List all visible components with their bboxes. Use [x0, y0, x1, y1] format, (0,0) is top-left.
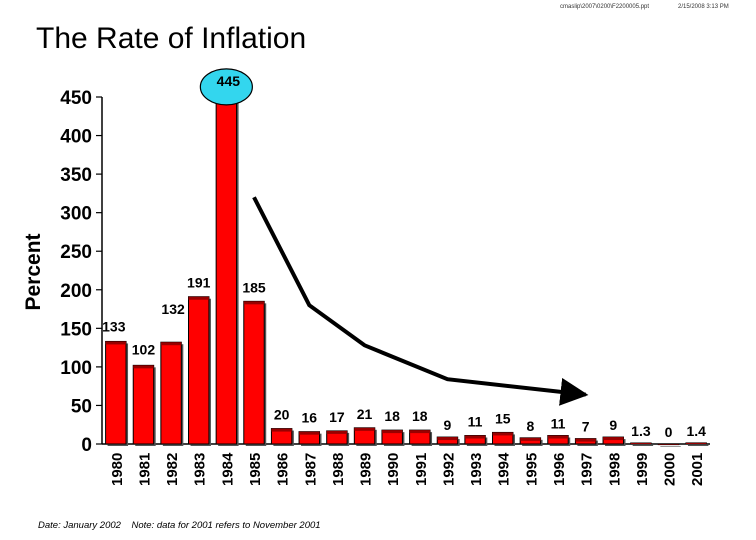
bar-top-edge: [685, 442, 707, 444]
bar-top-edge: [299, 431, 320, 435]
x-tick-label: 1988: [330, 453, 347, 486]
y-tick-label: 250: [60, 242, 92, 263]
footnote-note: Note: data for 2001 refers to November 2…: [131, 520, 321, 531]
bar-top-edge: [575, 438, 596, 442]
data-label: 9: [609, 417, 617, 433]
data-label: 15: [495, 410, 511, 426]
data-label: 21: [357, 406, 373, 422]
y-tick-label: 300: [60, 204, 92, 225]
x-tick-label: 2001: [689, 453, 706, 486]
data-label: 8: [526, 418, 534, 434]
data-label: 11: [551, 416, 566, 432]
y-tick-label: 400: [60, 127, 92, 148]
bar-top-edge: [188, 296, 209, 300]
trend-arrow: [252, 196, 589, 406]
bar-1980: [105, 340, 127, 445]
data-label: 17: [329, 409, 345, 425]
bar-top-edge: [354, 427, 375, 431]
data-label: 18: [384, 408, 400, 424]
x-tick-label: 1980: [109, 453, 126, 486]
data-label: 11: [468, 414, 483, 430]
data-label: 102: [132, 341, 156, 357]
data-label: 7: [582, 419, 590, 435]
x-tick-label: 1983: [192, 453, 209, 486]
bar-top-edge: [381, 430, 403, 434]
bar-top-edge: [243, 301, 265, 305]
bar-1981: [132, 364, 155, 445]
bar-top-edge: [630, 442, 652, 444]
highlight-ellipse: [199, 68, 253, 106]
data-label: 0: [665, 424, 673, 440]
x-tick-label: 1985: [247, 453, 264, 486]
bar-shadow: [660, 446, 681, 447]
x-tick-label: 1997: [579, 453, 596, 486]
x-tick-label: 1994: [496, 452, 513, 486]
data-label: 191: [187, 275, 211, 291]
bar-top-edge: [133, 365, 154, 369]
chart-title: The Rate of Inflation: [36, 22, 307, 55]
x-tick-label: 1992: [440, 453, 457, 486]
data-label: 185: [242, 279, 266, 295]
footnote-date: Date: January 2002: [38, 520, 121, 531]
x-tick-label: 1984: [219, 452, 236, 486]
bar-top-edge: [464, 435, 486, 439]
y-tick-label: 100: [60, 358, 92, 379]
x-tick-label: 1995: [523, 453, 540, 486]
bar-top-edge: [437, 437, 458, 441]
x-tick-label: 1999: [634, 453, 651, 486]
x-tick-label: 1989: [358, 453, 375, 486]
y-axis-title: Percent: [22, 233, 45, 310]
data-label: 9: [444, 417, 452, 433]
bar-top-edge: [326, 430, 348, 434]
y-tick-label: 200: [60, 281, 92, 302]
x-tick-label: 1981: [136, 453, 153, 486]
x-tick-label: 2000: [662, 453, 679, 486]
x-tick-label: 1990: [385, 453, 402, 486]
data-label: 445: [217, 73, 241, 89]
y-tick-label: 350: [60, 165, 92, 186]
file-path-text: cmaslip\2007\0200\F2200005.ppt: [560, 4, 650, 10]
x-tick-label: 1986: [275, 453, 292, 486]
timestamp-text: 2/15/2008 3:13 PM: [678, 4, 729, 10]
bar-1985: [243, 300, 265, 445]
bar-top-edge: [547, 435, 569, 439]
bar-top-edge: [520, 437, 541, 441]
x-tick-label: 1996: [551, 453, 568, 486]
footnote: Date: January 2002 Note: data for 2001 r…: [38, 520, 321, 531]
bar-shadow: [687, 444, 709, 446]
x-tick-label: 1991: [413, 453, 430, 486]
bar-top-edge: [492, 432, 513, 436]
data-label: 132: [161, 301, 185, 317]
bar-shadow: [632, 444, 654, 446]
bar-1983: [188, 296, 210, 445]
y-tick-label: 50: [71, 396, 92, 417]
bar-top-edge: [160, 342, 182, 346]
x-tick-label: 1993: [468, 453, 485, 486]
data-label: 20: [274, 407, 290, 423]
y-tick-label: 0: [81, 435, 92, 456]
y-tick-label: 150: [60, 319, 92, 340]
data-label: 1.4: [686, 423, 706, 439]
x-tick-label: 1998: [606, 453, 623, 486]
bar-top-edge: [658, 444, 679, 445]
x-tick-label: 1987: [302, 453, 319, 486]
bar-1982: [160, 341, 182, 445]
x-tick-label: 1982: [164, 453, 181, 486]
data-label: 18: [412, 408, 428, 424]
data-label: 1.3: [631, 423, 651, 439]
data-label: 16: [301, 410, 317, 426]
y-tick-label: 450: [60, 88, 92, 109]
bar-top-edge: [603, 437, 624, 441]
bar-top-edge: [105, 341, 127, 345]
bar-top-edge: [409, 430, 431, 434]
bar-1984: [215, 100, 238, 445]
data-label: 133: [102, 318, 126, 334]
bar-top-edge: [271, 428, 292, 432]
